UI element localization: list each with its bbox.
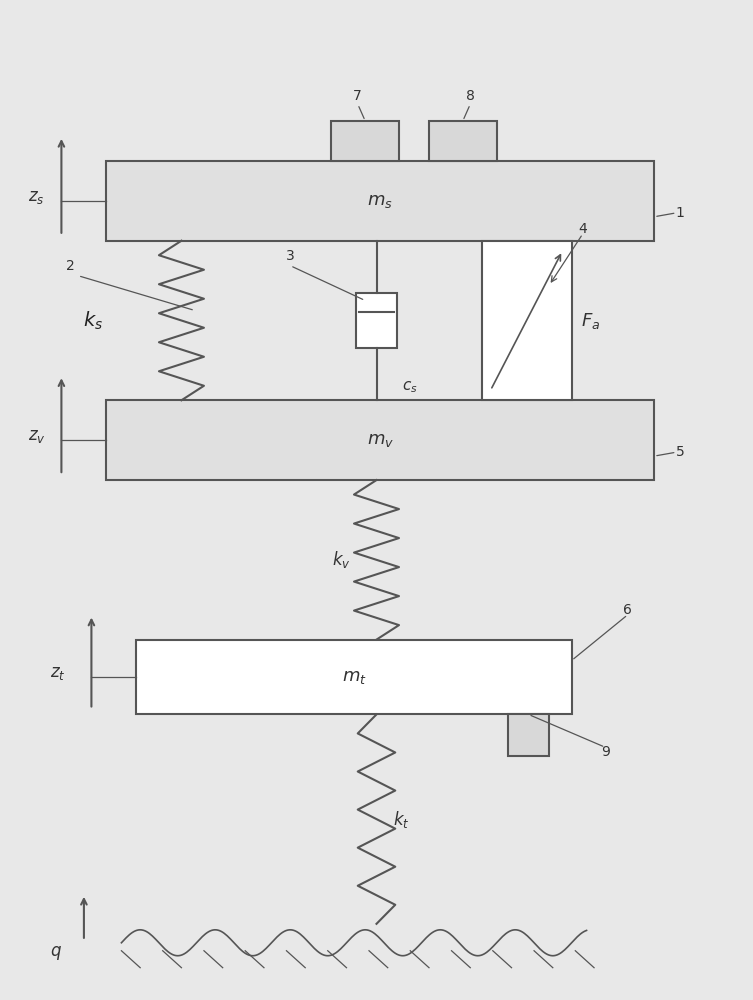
Text: 6: 6 (623, 603, 633, 617)
Bar (508, 714, 549, 756)
Text: $F_a$: $F_a$ (581, 311, 600, 331)
Text: $m_s$: $m_s$ (367, 192, 393, 210)
Bar (356, 293, 397, 348)
Text: 3: 3 (286, 249, 294, 263)
Text: $z_t$: $z_t$ (50, 664, 66, 682)
Text: 4: 4 (578, 222, 587, 236)
Text: $m_t$: $m_t$ (342, 668, 367, 686)
Text: $c_s$: $c_s$ (402, 380, 418, 395)
Text: $k_s$: $k_s$ (83, 309, 102, 332)
Bar (106, 400, 654, 480)
Text: 2: 2 (66, 259, 75, 273)
Text: 7: 7 (353, 89, 362, 103)
Text: 9: 9 (601, 745, 610, 759)
Text: 8: 8 (466, 89, 474, 103)
Bar (136, 640, 572, 714)
Bar (331, 121, 399, 161)
Text: 1: 1 (676, 206, 684, 220)
Text: 5: 5 (676, 445, 684, 459)
Text: $q$: $q$ (50, 944, 62, 962)
Text: $k_v$: $k_v$ (331, 549, 350, 570)
Text: $k_t$: $k_t$ (393, 809, 410, 830)
Bar (481, 241, 572, 400)
Text: $z_v$: $z_v$ (28, 427, 45, 445)
Text: $m_v$: $m_v$ (367, 431, 394, 449)
Text: $z_s$: $z_s$ (28, 188, 44, 206)
Bar (106, 161, 654, 241)
Bar (429, 121, 496, 161)
